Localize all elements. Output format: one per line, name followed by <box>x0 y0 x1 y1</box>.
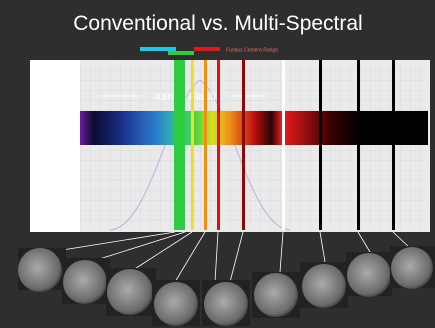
spectrum-band <box>80 111 428 145</box>
range-bar <box>140 47 176 51</box>
filter-line <box>242 60 245 230</box>
range-bar <box>194 47 220 51</box>
filter-line <box>392 60 395 230</box>
filter-line <box>282 60 285 230</box>
filter-line <box>217 60 220 230</box>
filter-line <box>357 60 360 230</box>
page: Conventional vs. Multi-Spectral Fundus C… <box>0 0 435 328</box>
slide: Conventional vs. Multi-Spectral Fundus C… <box>0 0 435 328</box>
filter-line <box>204 60 207 230</box>
plot-grid <box>80 62 428 230</box>
filter-line <box>174 60 185 230</box>
range-bar <box>168 51 194 55</box>
filter-line <box>191 60 194 230</box>
filter-line <box>319 60 322 230</box>
side-panel <box>30 60 80 232</box>
range-label: Fundus Camera Range <box>226 47 278 53</box>
slide-title: Conventional vs. Multi-Spectral <box>73 12 362 35</box>
